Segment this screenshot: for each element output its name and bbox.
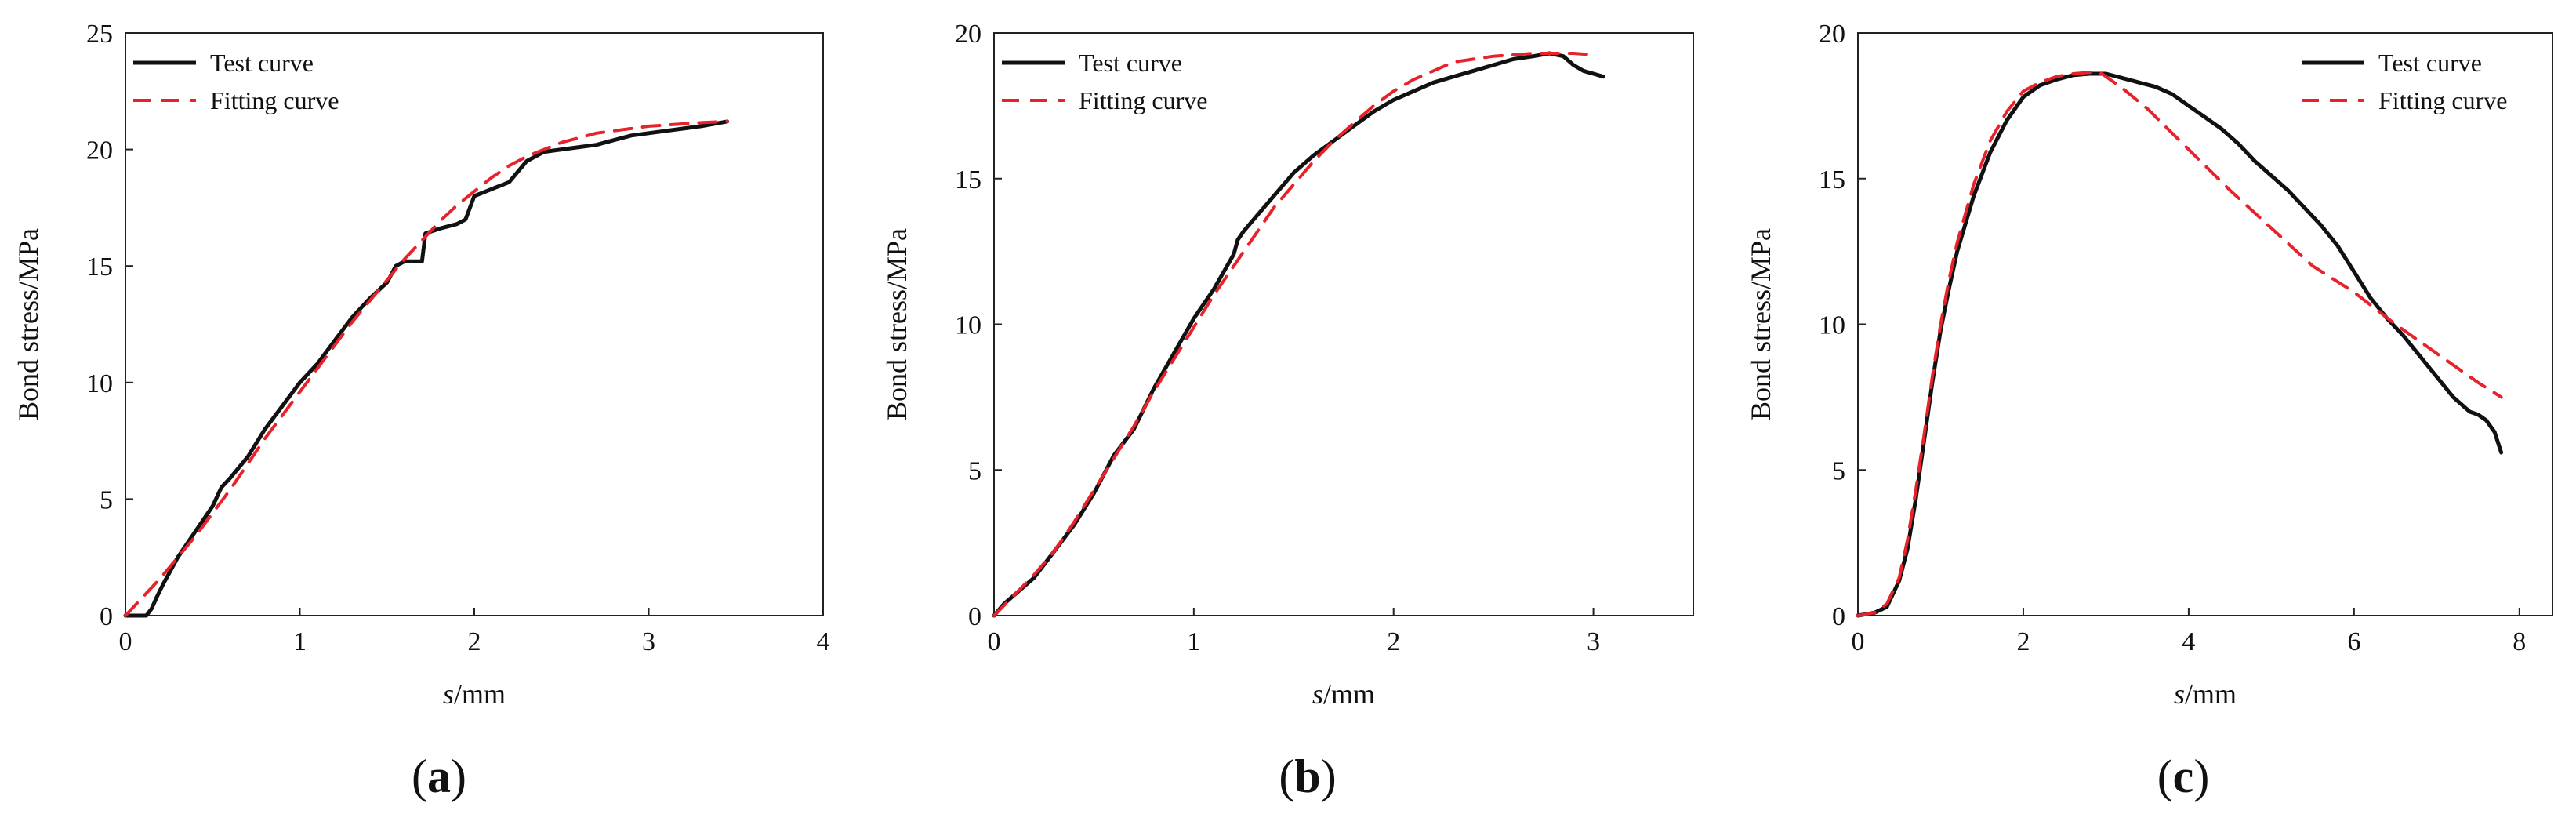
chart-b-y-tick-label: 20 <box>955 20 981 49</box>
chart-b-x-tick-label: 1 <box>1187 627 1200 656</box>
chart-c-y-tick-label: 10 <box>1819 311 1845 340</box>
chart-b-series-test-curve <box>992 51 1605 618</box>
chart-a-x-tick-label: 0 <box>119 627 132 656</box>
chart-a-y-tick-label: 0 <box>100 602 113 631</box>
chart-b-y-tick-label: 5 <box>968 456 981 485</box>
chart-a-legend: Test curve Fitting curve <box>133 49 339 114</box>
chart-a-series-fitting-curve <box>124 119 729 617</box>
chart-b-y-tick-label: 10 <box>955 311 981 340</box>
chart-a-y-tick-label: 5 <box>100 485 113 514</box>
chart-a-legend-label: Fitting curve <box>210 86 339 114</box>
chart-a-x-axis-label-unit: /mm <box>454 678 506 710</box>
chart-c-x-axis-label-var: s <box>2174 678 2185 710</box>
chart-a-y-tick-label: 25 <box>86 20 113 49</box>
chart-a-legend-label: Test curve <box>210 49 314 77</box>
chart-b-y-axis-label: Bond stress/MPa <box>881 228 912 420</box>
chart-a-x-axis-label-var: s <box>443 678 454 710</box>
chart-b-legend-label: Test curve <box>1079 49 1182 77</box>
chart-c-x-axis-label-unit: /mm <box>2185 678 2237 710</box>
chart-b-y-tick-label: 15 <box>955 165 981 194</box>
chart-c-panel-label: (c) <box>2157 750 2210 802</box>
chart-b-legend-label: Fitting curve <box>1079 86 1207 114</box>
chart-b-panel-label: (b) <box>1279 750 1336 802</box>
chart-c-legend-label: Test curve <box>2378 49 2482 77</box>
chart-b-x-tick-label: 2 <box>1387 627 1400 656</box>
chart-a-x-axis-label: s/mm <box>443 678 506 710</box>
chart-c-x-tick-label: 4 <box>2182 627 2195 656</box>
chart-b-x-axis-label-var: s <box>1312 678 1323 710</box>
chart-c-x-tick-label: 2 <box>2016 627 2030 656</box>
chart-b-legend: Test curve Fitting curve <box>1002 49 1207 114</box>
chart-c-y-tick-label: 0 <box>1832 602 1845 631</box>
chart-c-x-tick-label: 6 <box>2347 627 2360 656</box>
chart-b-x-tick-label: 0 <box>988 627 1001 656</box>
chart-c-plot-frame <box>1857 32 2553 616</box>
chart-c-series-test-curve <box>1856 71 2504 618</box>
chart-a-plot-frame <box>125 32 824 616</box>
chart-c-y-tick-label: 20 <box>1819 20 1845 49</box>
chart-c-x-axis-label: s/mm <box>2174 678 2237 710</box>
chart-c-y-axis-label: Bond stress/MPa <box>1745 228 1776 420</box>
chart-c-x-tick-label: 0 <box>1852 627 1865 656</box>
chart-c-y-tick-label: 15 <box>1819 165 1845 194</box>
chart-panel-b: 0 1 2 3 0 5 10 15 20 s/mm Bond stress/MPa Test curv… <box>881 20 1694 802</box>
chart-b-y-tick-label: 0 <box>968 602 981 631</box>
chart-b-x-axis-label: s/mm <box>1312 678 1375 710</box>
chart-c-x-tick-label: 8 <box>2513 627 2526 656</box>
chart-c-legend-label: Fitting curve <box>2378 86 2507 114</box>
chart-a-x-tick-label: 1 <box>293 627 307 656</box>
chart-b-series-fitting-curve <box>992 52 1595 617</box>
chart-panel-a: 0 1 2 3 4 0 5 10 15 20 25 s/mm Bond stress/MPa Test c… <box>13 20 830 802</box>
chart-b-panel-letter: b <box>1294 750 1320 802</box>
chart-b-plot-frame <box>993 32 1694 616</box>
chart-c-legend: Test curve Fitting curve <box>2302 49 2507 114</box>
chart-b-x-axis-label-unit: /mm <box>1323 678 1375 710</box>
chart-panel-c: 0 2 4 6 8 0 5 10 15 20 s/mm Bond stress/MPa Test cur… <box>1745 20 2553 802</box>
chart-a-panel-label: (a) <box>412 750 466 802</box>
chart-a-series-test-curve <box>123 119 730 618</box>
chart-c-y-tick-label: 5 <box>1832 456 1845 485</box>
chart-a-x-tick-label: 2 <box>468 627 481 656</box>
chart-a-panel-letter: a <box>427 750 451 802</box>
chart-c-panel-letter: c <box>2173 750 2194 802</box>
chart-a-x-tick-label: 3 <box>642 627 655 656</box>
chart-b-x-tick-label: 3 <box>1587 627 1600 656</box>
chart-a-x-tick-label: 4 <box>817 627 830 656</box>
chart-c-series-fitting-curve <box>1856 71 2503 617</box>
chart-a-y-tick-label: 10 <box>86 369 113 398</box>
chart-a-y-tick-label: 20 <box>86 136 113 165</box>
chart-a-y-tick-label: 15 <box>86 253 113 282</box>
chart-a-y-axis-label: Bond stress/MPa <box>13 228 44 420</box>
